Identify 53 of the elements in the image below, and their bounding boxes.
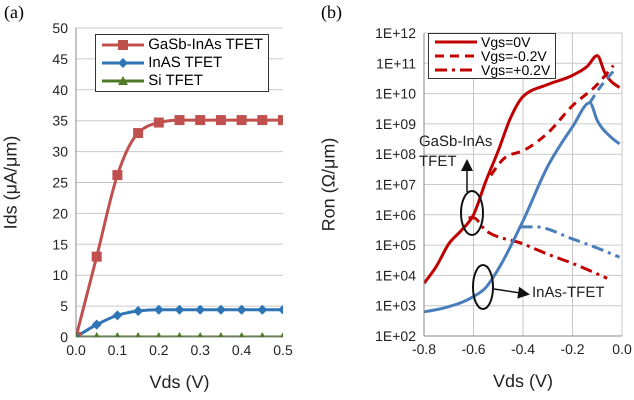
x-tick-label: -0.6 <box>461 340 486 357</box>
y-tick-label: 1E+11 <box>376 55 416 72</box>
y-tick-label: 45 <box>52 50 68 67</box>
y-tick-label: 10 <box>52 267 68 284</box>
point <box>112 170 122 180</box>
point <box>133 128 144 138</box>
legend-label: Si TFET <box>148 72 203 90</box>
line-series <box>467 216 609 280</box>
x-tick-label: -0.4 <box>510 340 536 357</box>
x-tick-label: 0.0 <box>66 342 86 358</box>
x-tick-label: 0.4 <box>232 342 252 358</box>
y-tick-label: 1E+04 <box>375 267 416 284</box>
chart-title: (b) <box>321 2 342 23</box>
y-tick-label: 25 <box>52 174 68 190</box>
y-tick-label: 30 <box>52 144 68 160</box>
y-tick-label: 5 <box>60 298 68 314</box>
y-tick-label: 20 <box>52 205 68 222</box>
y-tick-label: 1E+07 <box>375 176 416 192</box>
annotation: GaSb-InAs TFET <box>419 132 494 172</box>
y-axis-title: Ron (Ω/μm) <box>318 138 338 232</box>
y-tick-label: 1E+10 <box>375 86 416 102</box>
point <box>257 115 268 126</box>
y-tick-label: 15 <box>52 236 68 252</box>
chart-title: (a) <box>4 2 24 23</box>
point <box>236 115 247 126</box>
y-tick-label: 1E+03 <box>375 298 416 314</box>
y-tick-label: 0 <box>60 328 68 345</box>
legend-label: InAS TFET <box>148 54 222 72</box>
x-axis-title: Vds (V) <box>149 372 210 392</box>
point <box>174 115 184 126</box>
y-axis-title: Ids (μA/μm) <box>0 136 20 230</box>
point <box>92 252 102 262</box>
y-tick-label: 1E+06 <box>375 206 416 223</box>
y-tick-label: 1E+08 <box>375 146 416 162</box>
annotation: InAs-TFET <box>532 283 606 303</box>
y-tick-label: 50 <box>52 20 68 36</box>
y-tick-label: 40 <box>52 82 68 98</box>
x-tick-label: -0.2 <box>560 340 585 357</box>
x-axis-title: Vds (V) <box>492 371 554 391</box>
y-tick-label: 1E+12 <box>375 24 416 41</box>
point <box>154 118 164 128</box>
legend-label: GaSb-InAs TFET <box>148 36 263 54</box>
y-tick-label: 1E+09 <box>375 116 416 132</box>
point <box>216 115 226 126</box>
x-tick-label: 0.3 <box>190 342 210 358</box>
point <box>195 115 206 126</box>
y-tick-label: 35 <box>52 112 68 129</box>
x-tick-label: 0.0 <box>612 340 632 357</box>
y-tick-label: 1E+05 <box>375 237 416 254</box>
legend-label: Vgs=0V <box>481 34 530 50</box>
x-tick-label: 0.1 <box>108 342 128 358</box>
x-tick-label: 0.5 <box>273 342 293 358</box>
x-tick-label: 0.2 <box>149 342 169 358</box>
